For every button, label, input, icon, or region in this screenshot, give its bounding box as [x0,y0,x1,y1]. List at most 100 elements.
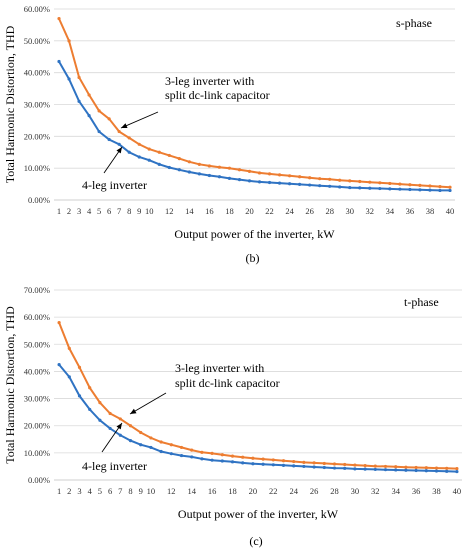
y-tick-label: 0.00% [28,475,50,485]
data-point [77,394,82,398]
data-point [87,93,91,97]
data-point [318,184,322,188]
data-point [159,449,163,454]
x-tick-label: 34 [391,486,400,496]
data-point [167,165,171,170]
data-point [159,440,163,444]
data-point [378,181,382,185]
arrow-head-icon [116,423,122,430]
data-point [77,365,82,369]
x-tick-label: 20 [245,206,254,216]
data-point [107,117,111,121]
y-tick-label: 40.00% [24,366,50,376]
data-point [169,443,173,447]
data-point [338,178,342,182]
y-tick-label: 50.00% [24,36,50,46]
data-point [220,453,224,457]
x-tick-label: 30 [351,486,360,496]
data-point [328,177,332,181]
data-point [128,439,133,443]
y-tick-label: 30.00% [24,100,50,110]
data-point [428,188,432,192]
data-point [87,114,91,118]
series-annotation: 3-leg inverter with [165,74,254,88]
data-point [227,166,232,170]
data-point [237,178,242,182]
data-point [147,158,151,162]
data-point [404,468,408,472]
data-point [98,418,102,422]
chart-panel-1: 0.00% 10.00% 20.00% 30.00% 40.00% 50.00% 60.00… [3,4,455,265]
data-point [207,164,211,168]
x-tick-label: 36 [412,486,421,496]
data-point [358,186,362,190]
data-point [197,172,201,176]
x-tick-label: 26 [310,486,319,496]
arrow-head-icon [116,147,122,154]
data-point [217,175,222,179]
data-point [338,185,342,189]
data-point [177,168,181,172]
data-point [292,459,296,464]
phase-label: s-phase [396,16,432,30]
data-point [271,458,275,462]
data-point [230,460,235,464]
data-point [394,468,398,472]
y-tick-label: 70.00% [24,285,50,295]
data-point [118,433,122,437]
data-point [139,430,143,435]
data-point [388,181,392,186]
x-tick-label: 5 [97,206,101,216]
data-point [353,467,357,471]
data-point [298,175,302,179]
series-line [58,61,450,192]
data-point [267,172,272,176]
data-point [308,183,312,187]
data-point [137,142,141,146]
y-tick-label: 30.00% [24,394,50,404]
x-tick-label: 1 [57,206,61,216]
data-point [177,157,181,161]
data-point [139,443,143,447]
x-tick-label: 32 [371,486,380,496]
data-point [332,466,337,470]
data-point [414,468,418,473]
data-point [455,467,459,471]
data-point [190,448,194,452]
data-point [157,162,161,166]
data-point [67,77,71,81]
data-point [200,457,204,461]
data-point [418,188,422,192]
data-point [455,469,459,474]
data-point [169,452,173,456]
data-point [343,466,347,470]
data-point [241,461,245,465]
y-tick-label: 10.00% [24,163,50,173]
data-point [207,173,211,178]
data-point [348,185,352,190]
data-point [167,153,171,158]
y-tick-label: 10.00% [24,448,50,458]
data-point [414,465,418,470]
data-point [257,171,262,175]
data-point [292,464,296,468]
data-point [210,451,214,455]
data-point [247,169,252,173]
data-point [77,99,81,103]
annotation-arrow [129,392,167,415]
data-point [302,464,306,469]
data-point [57,363,61,367]
data-point [179,453,184,458]
data-point [424,466,428,470]
data-point [368,186,372,190]
data-point [438,185,442,189]
data-point [383,464,388,469]
x-tick-label: 3 [77,206,81,216]
y-tick-label: 40.00% [24,68,50,78]
data-point [108,411,112,416]
data-point [271,463,275,467]
y-tick-label: 60.00% [24,4,50,14]
figure-caption: (b) [246,251,260,265]
data-point [287,174,292,178]
x-tick-label: 2 [67,486,71,496]
